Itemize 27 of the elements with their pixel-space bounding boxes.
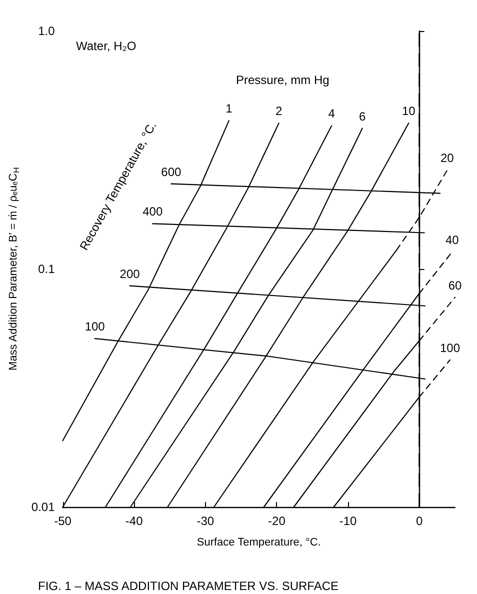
series-label: 10: [402, 104, 416, 118]
y-tick-label: 0.1: [38, 262, 56, 276]
series-label: 100: [440, 340, 460, 355]
x-tick-label: -30: [196, 514, 214, 528]
series-label: 400: [142, 204, 163, 219]
series-label: 2: [276, 104, 283, 118]
caption: FIG. 1 – MASS ADDITION PARAMETER VS. SURFACE: [38, 579, 339, 593]
x-tick-label: -20: [268, 514, 286, 528]
series-label: 200: [120, 266, 140, 281]
series-label: 6: [358, 109, 366, 124]
series-label: 600: [161, 164, 182, 179]
series-label: 40: [445, 232, 460, 247]
x-tick-label: 0: [416, 514, 423, 528]
x-axis-title: Surface Temperature, °C.: [196, 536, 321, 548]
series-label: 20: [440, 151, 454, 166]
annotation: Pressure, mm Hg: [236, 73, 330, 87]
x-tick-label: -10: [339, 514, 358, 528]
y-axis-title: Mass Addition Parameter, B′ = ṁ / ρₑuₑCH: [8, 167, 21, 370]
x-tick-label: -40: [125, 514, 144, 528]
series-label: 100: [84, 320, 106, 334]
y-tick-label: 0.01: [31, 500, 56, 514]
y-tick-label: 1.0: [38, 24, 56, 38]
series-label: 60: [448, 278, 462, 292]
annotation: Water, H₂O: [76, 39, 136, 53]
series-label: 4: [328, 106, 336, 121]
series-label: 1: [226, 102, 233, 116]
x-tick-label: -50: [54, 514, 72, 528]
